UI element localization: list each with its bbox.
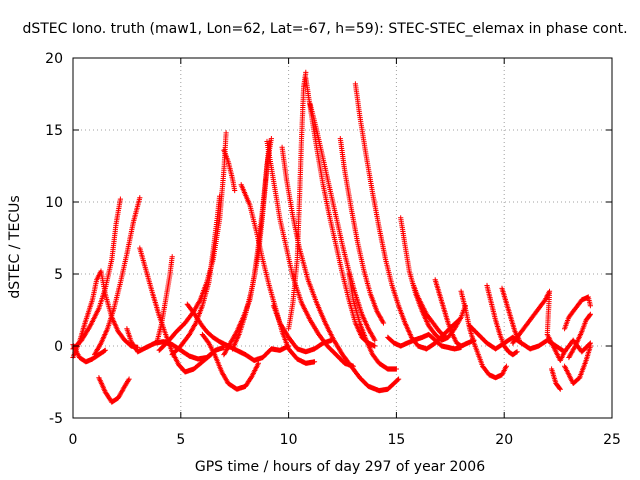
data-point-markers [221, 147, 238, 194]
data-series [70, 69, 593, 405]
data-point-markers [562, 343, 593, 386]
data-point-markers [510, 288, 568, 363]
y-tick-label: 0 [54, 339, 63, 355]
data-arc [385, 331, 464, 352]
data-arc [221, 147, 238, 194]
data-arc [92, 195, 143, 358]
data-point-markers [137, 245, 214, 375]
data-point-markers [562, 294, 593, 332]
data-arc [156, 130, 229, 353]
data-point-markers [566, 311, 593, 361]
data-arc [270, 303, 335, 355]
data-arc [229, 138, 272, 352]
data-point-markers [92, 195, 143, 358]
data-point-markers [549, 366, 563, 392]
data-arc [484, 282, 520, 358]
x-axis-label: GPS time / hours of day 297 of year 2006 [195, 459, 485, 475]
data-arc [307, 101, 378, 343]
data-point-markers [270, 303, 335, 355]
data-point-markers [154, 254, 175, 345]
data-arc [199, 331, 261, 392]
data-arc [96, 375, 132, 405]
data-arc [562, 343, 593, 386]
data-arc [154, 254, 175, 345]
data-point-markers [264, 138, 356, 369]
data-point-markers [199, 331, 261, 392]
x-tick-label: 10 [280, 432, 298, 448]
data-arc [411, 282, 449, 340]
x-tick-label: 5 [176, 432, 185, 448]
data-point-markers [484, 282, 520, 358]
data-arc [566, 311, 593, 361]
y-tick-label: 10 [45, 195, 63, 211]
data-point-markers [458, 288, 509, 381]
data-arc [562, 294, 593, 332]
data-point-markers [286, 69, 309, 332]
data-arc [458, 288, 509, 381]
data-point-markers [411, 282, 449, 340]
data-point-markers [96, 375, 132, 405]
data-arc [279, 144, 402, 394]
chart-title: dSTEC Iono. truth (maw1, Lon=62, Lat=-67… [22, 21, 627, 37]
y-tick-label: 20 [45, 51, 63, 67]
data-point-markers [156, 130, 229, 353]
y-tick-label: 15 [45, 123, 63, 139]
plot-frame [72, 57, 613, 419]
y-tick-label: -5 [49, 411, 63, 427]
data-arc [432, 277, 477, 349]
data-arc [137, 245, 214, 375]
data-point-markers [307, 101, 378, 343]
data-point-markers [229, 138, 272, 352]
axis-ticks: 0 5 10 15 20 25 -5 0 5 10 15 20 [45, 51, 621, 448]
data-point-markers [432, 277, 477, 349]
data-point-markers [337, 136, 387, 326]
data-arc [510, 288, 568, 363]
x-tick-label: 0 [69, 432, 78, 448]
grid [73, 58, 612, 418]
data-point-markers [279, 144, 402, 394]
x-tick-label: 15 [387, 432, 405, 448]
data-arc [286, 69, 309, 332]
data-arc [549, 366, 563, 392]
x-tick-label: 25 [603, 432, 621, 448]
data-point-markers [385, 331, 464, 352]
data-arc [337, 136, 387, 326]
data-arc [346, 271, 399, 372]
data-point-markers [346, 271, 399, 372]
y-tick-label: 5 [54, 267, 63, 283]
data-arc [264, 138, 356, 369]
x-tick-label: 20 [495, 432, 513, 448]
y-axis-label: dSTEC / TECUs [7, 195, 23, 298]
